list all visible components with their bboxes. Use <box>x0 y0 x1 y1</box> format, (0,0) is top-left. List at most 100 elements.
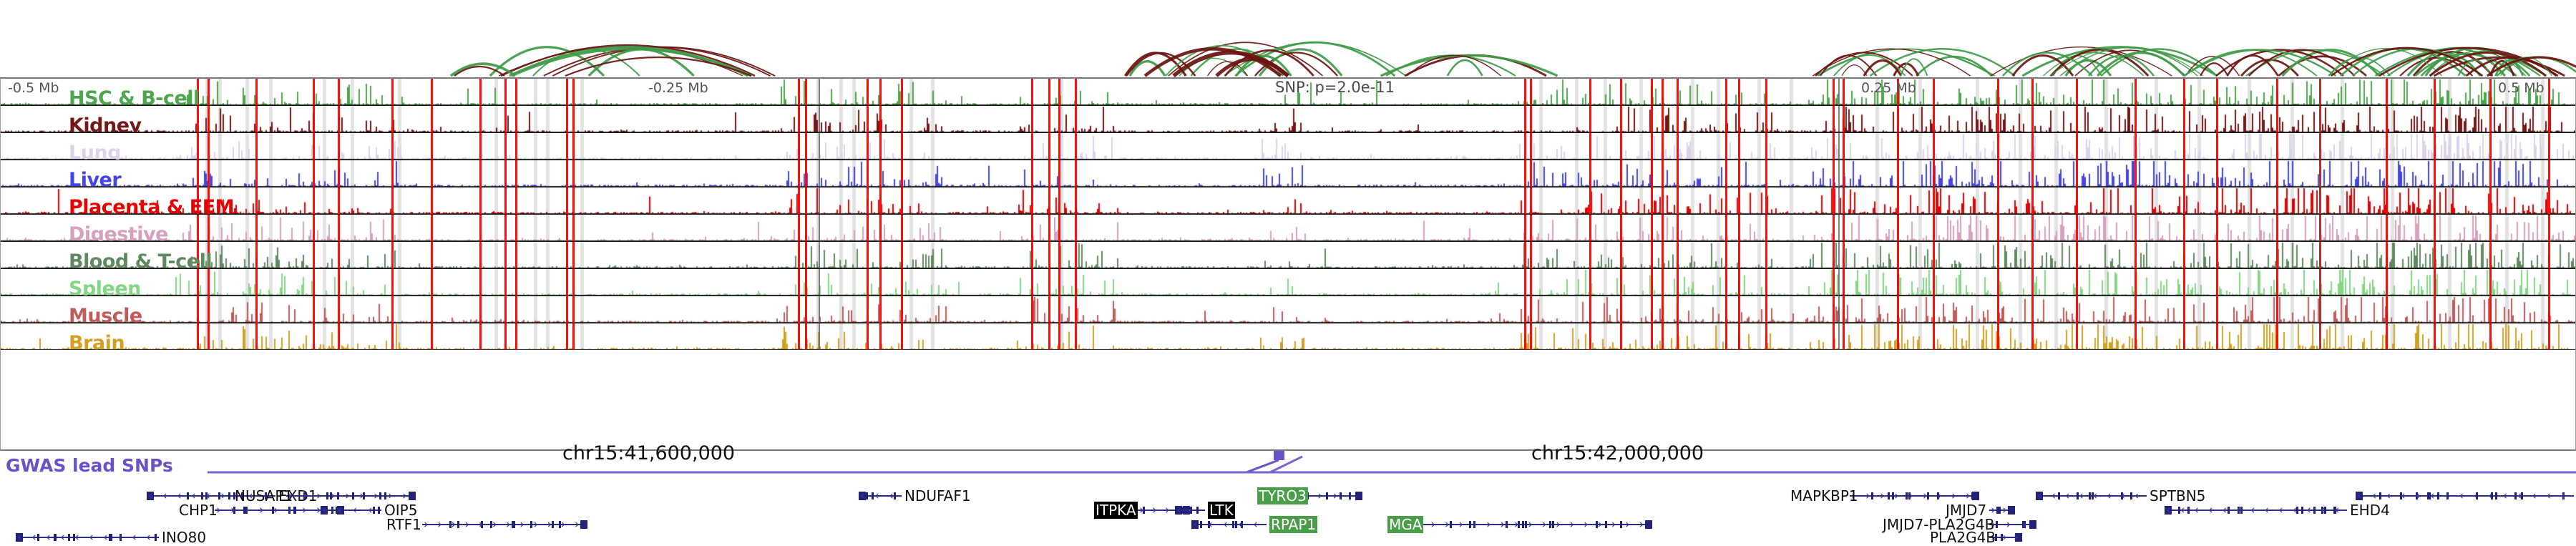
gwas-snp-marker[interactable] <box>1274 451 1284 460</box>
snp-marker-line <box>901 133 903 160</box>
ruler-tick-line <box>2319 133 2321 160</box>
gwas-lead-snps-track[interactable]: GWAS lead SNPs <box>0 451 2576 477</box>
snp-marker-line <box>2489 160 2492 187</box>
coordinate-label-left: chr15:41,600,000 <box>562 442 736 464</box>
gene-name-label[interactable]: JMJD7 <box>1946 502 1987 519</box>
gene-name-label[interactable]: NUSAP1 <box>235 487 293 504</box>
gene-strand-arrow: › <box>1966 489 1971 503</box>
track-placenta-eem[interactable]: Placenta & EEM <box>1 187 2575 215</box>
track-liver[interactable]: Liver <box>1 160 2575 187</box>
gene-name-label[interactable]: TYRO3 <box>1257 487 1308 504</box>
snp-marker-line <box>2276 296 2278 323</box>
gene-strand-arrow: › <box>1611 517 1616 532</box>
gene-name-label[interactable]: CHP1 <box>179 502 218 519</box>
gene-tyro3[interactable]: › › › › TYRO3 <box>0 487 2576 504</box>
gene-name-label[interactable]: PLA2G4B <box>1930 529 1996 546</box>
gene-name-label[interactable]: EHD4 <box>2350 502 2390 519</box>
gene-name-label[interactable]: OIP5 <box>384 502 418 519</box>
gene-name-label[interactable]: ITPKA <box>1094 502 1138 519</box>
gene-name-label[interactable]: MAPKBP1 <box>1790 487 1858 504</box>
track-spleen[interactable]: Spleen <box>1 269 2575 296</box>
track-hsc-b-cell[interactable]: HSC & B-cell -0.5 Mb -0.25 Mb 0.25 Mb 0.5 Mb <box>1 79 2575 106</box>
gene-strand-arrow: ‹ <box>263 489 268 503</box>
gene-oip5[interactable]: ‹ ‹ ‹ ‹ OIP5 <box>0 502 2576 519</box>
loop-arc <box>2183 49 2336 77</box>
gene-mapkbp1[interactable]: › › › › › › › › › MAPKBP1 <box>0 487 2576 504</box>
gene-ehd4[interactable]: ‹ ‹ ‹ ‹ ‹ ‹ ‹ ‹ ‹ ‹ ‹ ‹ ‹ EHD4 <box>0 502 2576 519</box>
gene-ndufaf1[interactable]: ‹ ‹ ‹ NDUFAF1 <box>0 487 2576 504</box>
gene-jmjd7[interactable]: › › JMJD7 <box>0 502 2576 519</box>
gene-name-label[interactable]: JMJD7-PLA2G4B <box>1883 516 1995 533</box>
snp-marker-line <box>197 187 199 214</box>
ruler-tick-line <box>2319 296 2321 323</box>
gene-nusap1[interactable]: › › › › › › › › › NUSAP1 <box>0 487 2576 504</box>
gene-strand-arrow: ‹ <box>2092 489 2098 503</box>
chromatin-loop-arcs-panel[interactable] <box>0 0 2576 77</box>
gene-utr-block <box>321 506 328 515</box>
gene-strand-arrow: ‹ <box>889 489 894 503</box>
gene-strand-arrow: › <box>492 517 497 532</box>
snp-marker-line <box>2216 133 2218 160</box>
snp-marker-line <box>566 242 568 268</box>
loop-arc <box>1179 57 1248 77</box>
snp-marker-line <box>313 323 315 350</box>
gene-rpap1[interactable]: ‹ ‹ ‹ ‹ ‹ RPAP1 <box>0 516 2576 533</box>
gene-strand-arrow: ‹ <box>1223 517 1228 532</box>
track-brain[interactable]: Brain <box>1 323 2575 350</box>
gene-name-label[interactable]: MGA <box>1387 516 1424 533</box>
gene-strand-arrow: › <box>245 503 250 517</box>
track-lung[interactable]: Lung <box>1 133 2575 160</box>
gene-name-label[interactable]: SPTBN5 <box>2150 487 2206 504</box>
gene-rtf1[interactable]: › › › › › › › › › › › › RTF1 <box>0 516 2576 533</box>
track-digestive[interactable]: Digestive <box>1 215 2575 242</box>
track-blood-t-cell[interactable]: Blood & T-cell <box>1 242 2575 269</box>
track-muscle[interactable]: Muscle <box>1 296 2575 323</box>
snp-marker-line <box>1662 133 1664 160</box>
snp-marker-line <box>1524 79 1526 105</box>
snp-marker-line <box>2076 160 2078 187</box>
snp-marker-line <box>479 133 482 160</box>
gene-exon <box>2400 492 2403 499</box>
snp-marker-line <box>1997 106 1999 132</box>
snp-marker-line <box>1058 79 1060 105</box>
gene-pla2g4b[interactable]: › › › PLA2G4B <box>0 529 2576 546</box>
snp-marker-line <box>1075 269 1077 296</box>
snp-marker-line <box>566 160 568 187</box>
snp-marker-line <box>208 269 210 296</box>
snp-marker-line <box>1589 323 1591 350</box>
gene-name-label[interactable]: NDUFAF1 <box>904 487 971 504</box>
track-kidney[interactable]: Kidney <box>1 106 2575 133</box>
gene-name-label[interactable]: RTF1 <box>386 516 421 533</box>
gene-strand-arrow: › <box>331 489 336 503</box>
track-label: HSC & B-cell <box>69 87 200 106</box>
gene-ltk[interactable]: ‹ ‹ LTK <box>0 502 2576 519</box>
snp-marker-line <box>1058 106 1060 132</box>
gene-strand-arrow: ‹ <box>2222 503 2228 517</box>
ruler-tick-line <box>2319 79 2321 105</box>
snp-marker-line <box>391 79 394 105</box>
gene-strand-arrow: › <box>560 517 566 532</box>
snp-marker-line <box>1651 133 1653 160</box>
snp-marker-line <box>901 160 903 187</box>
snp-marker-line <box>1058 242 1060 268</box>
gene-name-label[interactable]: LTK <box>1208 502 1235 519</box>
gene-name-label[interactable]: RPAP1 <box>1269 516 1318 533</box>
snp-marker-line <box>504 133 507 160</box>
snp-marker-line <box>2489 106 2492 132</box>
snp-marker-line <box>1677 215 1679 241</box>
gene-pla2g4e[interactable]: ‹‹‹‹‹‹‹‹‹‹‹‹‹‹‹PLA2G4E <box>0 489 2576 502</box>
snp-marker-line <box>1058 215 1060 241</box>
snp-marker-line <box>867 323 869 350</box>
snp-marker-line <box>1833 133 1835 160</box>
gene-strand-arrow: › <box>2006 517 2011 532</box>
snp-marker-line <box>2386 242 2388 268</box>
loop-arc <box>1168 42 1324 77</box>
gene-strand-arrow: › <box>302 503 307 517</box>
gene-exd1[interactable]: ‹ ‹ ‹ ‹ ‹ ‹ ‹ ‹ ‹ EXD1 <box>0 487 2576 504</box>
signal-track-stack[interactable]: HSC & B-cell -0.5 Mb -0.25 Mb 0.25 Mb 0.5 Mb… <box>0 77 2576 451</box>
gene-mga[interactable]: › › › › › › › › › › › › › › › › › MGA <box>0 516 2576 533</box>
gene-annotation-track[interactable]: ‹‹‹‹‹‹‹‹‹‹INO80‹‹‹‹‹‹‹‹‹EXD1›››››››››CHP… <box>0 484 2576 546</box>
gene-strand-arrow: › <box>216 503 221 517</box>
gene-jmjd7-pla2g4b[interactable]: › › › JMJD7-PLA2G4B <box>0 516 2576 533</box>
gene-sptbn5[interactable]: ‹ ‹ ‹ ‹ ‹ ‹ ‹ ‹ SPTBN5 <box>0 487 2576 504</box>
